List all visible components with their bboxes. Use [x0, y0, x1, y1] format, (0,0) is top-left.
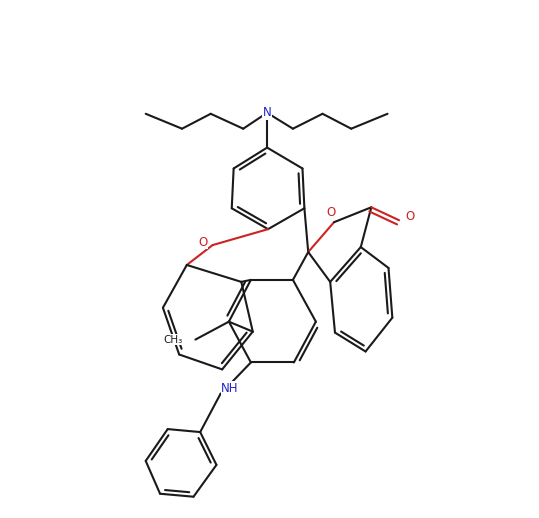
Text: N: N [262, 106, 272, 119]
Text: O: O [199, 236, 208, 249]
Text: CH₃: CH₃ [163, 335, 183, 344]
Text: O: O [406, 210, 415, 223]
Text: NH: NH [221, 382, 238, 395]
Text: O: O [327, 207, 336, 220]
